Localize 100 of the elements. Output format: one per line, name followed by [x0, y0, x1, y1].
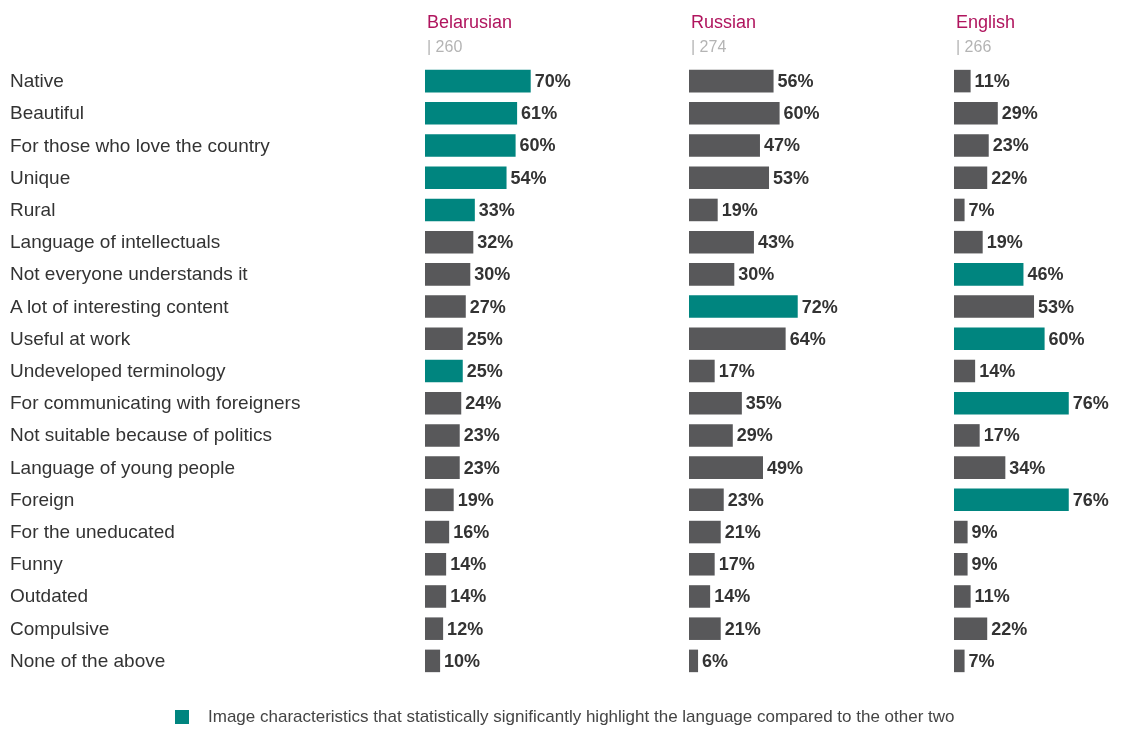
data-label: 9% — [971, 554, 998, 575]
bar — [954, 520, 968, 544]
data-label: 53% — [773, 167, 810, 188]
y-tick-label: Not everyone understands it — [10, 262, 248, 287]
y-tick-label: Not suitable because of politics — [10, 423, 272, 448]
bar — [425, 102, 518, 125]
data-label: 30% — [738, 264, 775, 285]
bar — [954, 134, 989, 157]
bar — [689, 424, 733, 447]
data-label: 46% — [1027, 264, 1064, 285]
chart-title: Belarusian — [427, 12, 513, 33]
bar — [954, 166, 988, 190]
data-label: 25% — [466, 360, 503, 381]
bar — [425, 391, 462, 415]
bar — [689, 359, 715, 383]
bar — [425, 295, 466, 318]
data-label: 60% — [1048, 328, 1085, 349]
data-label: 76% — [1072, 393, 1109, 414]
data-label: 16% — [453, 522, 490, 543]
data-label: 60% — [519, 135, 556, 156]
data-label: 27% — [469, 296, 506, 317]
data-label: 29% — [736, 425, 773, 446]
bar — [425, 649, 441, 673]
y-tick-label: For communicating with foreigners — [10, 391, 301, 416]
data-label: 61% — [521, 103, 558, 124]
data-label: 22% — [991, 618, 1028, 639]
data-label: 23% — [463, 425, 500, 446]
bar — [425, 488, 454, 512]
y-tick-label: For those who love the country — [10, 133, 270, 158]
data-label: 54% — [510, 167, 547, 188]
data-label: 21% — [724, 522, 761, 543]
data-label: 17% — [718, 554, 755, 575]
data-label: 35% — [745, 393, 782, 414]
text: Image characteristics that statistically significantly highlight the language compared to the other two — [208, 707, 955, 727]
bar — [954, 198, 965, 222]
bar — [689, 198, 718, 222]
bar — [425, 359, 463, 383]
bar — [425, 230, 474, 254]
data-label: 32% — [477, 232, 514, 253]
data-label: 14% — [450, 586, 487, 607]
bar — [425, 166, 507, 190]
bar — [954, 488, 1069, 512]
bar — [689, 134, 760, 157]
y-tick-label: For the uneducated — [10, 520, 175, 545]
data-label: 60% — [783, 103, 820, 124]
chart-subtitle: | 260 — [427, 38, 463, 56]
data-label: 64% — [789, 328, 826, 349]
bar — [425, 456, 460, 479]
y-tick-label: Native — [10, 69, 64, 94]
y-tick-label: Rural — [10, 197, 56, 222]
bar — [954, 456, 1006, 479]
y-tick-label: Undeveloped terminology — [10, 359, 226, 383]
data-label: 14% — [450, 554, 487, 575]
bar — [689, 166, 770, 190]
data-label: 70% — [534, 71, 571, 92]
bar — [425, 134, 516, 157]
y-tick-label: Language of intellectuals — [10, 230, 221, 255]
data-label: 10% — [444, 650, 481, 671]
data-label: 33% — [478, 199, 515, 220]
bar — [425, 424, 460, 447]
bar — [954, 295, 1035, 318]
chart-title: Russian — [691, 12, 757, 33]
bar — [954, 69, 971, 93]
data-label: 24% — [465, 393, 502, 414]
bar — [425, 327, 463, 351]
y-tick-label: A lot of interesting content — [10, 294, 229, 319]
data-label: 19% — [457, 489, 494, 510]
bar — [425, 198, 475, 222]
data-label: 19% — [721, 199, 758, 220]
bar — [954, 263, 1024, 286]
data-label: 56% — [777, 71, 814, 92]
chart-subtitle: | 266 — [956, 38, 992, 56]
data-label: 14% — [714, 586, 751, 607]
bar — [954, 230, 983, 254]
bar — [425, 69, 531, 93]
bar — [425, 585, 447, 608]
bar — [689, 488, 724, 512]
bar — [689, 585, 711, 608]
bar — [689, 391, 742, 415]
data-label: 11% — [974, 586, 1010, 607]
data-label: 72% — [801, 296, 838, 317]
data-label: 43% — [757, 232, 794, 253]
y-tick-label: None of the above — [10, 648, 166, 673]
data-label: 23% — [727, 489, 764, 510]
bar — [425, 617, 444, 640]
data-label: 12% — [447, 618, 484, 639]
bar — [954, 617, 988, 640]
bar — [689, 327, 786, 351]
y-tick-label: Unique — [10, 165, 71, 190]
data-label: 6% — [702, 650, 729, 671]
bar — [689, 520, 721, 544]
data-label: 21% — [724, 618, 761, 639]
bar — [689, 617, 721, 640]
data-label: 30% — [474, 264, 511, 285]
bar — [954, 391, 1069, 415]
bar — [954, 102, 998, 125]
y-tick-label: Foreign — [10, 487, 75, 512]
bar — [689, 102, 780, 125]
data-label: 17% — [983, 425, 1020, 446]
chart-subtitle: | 274 — [691, 38, 727, 56]
